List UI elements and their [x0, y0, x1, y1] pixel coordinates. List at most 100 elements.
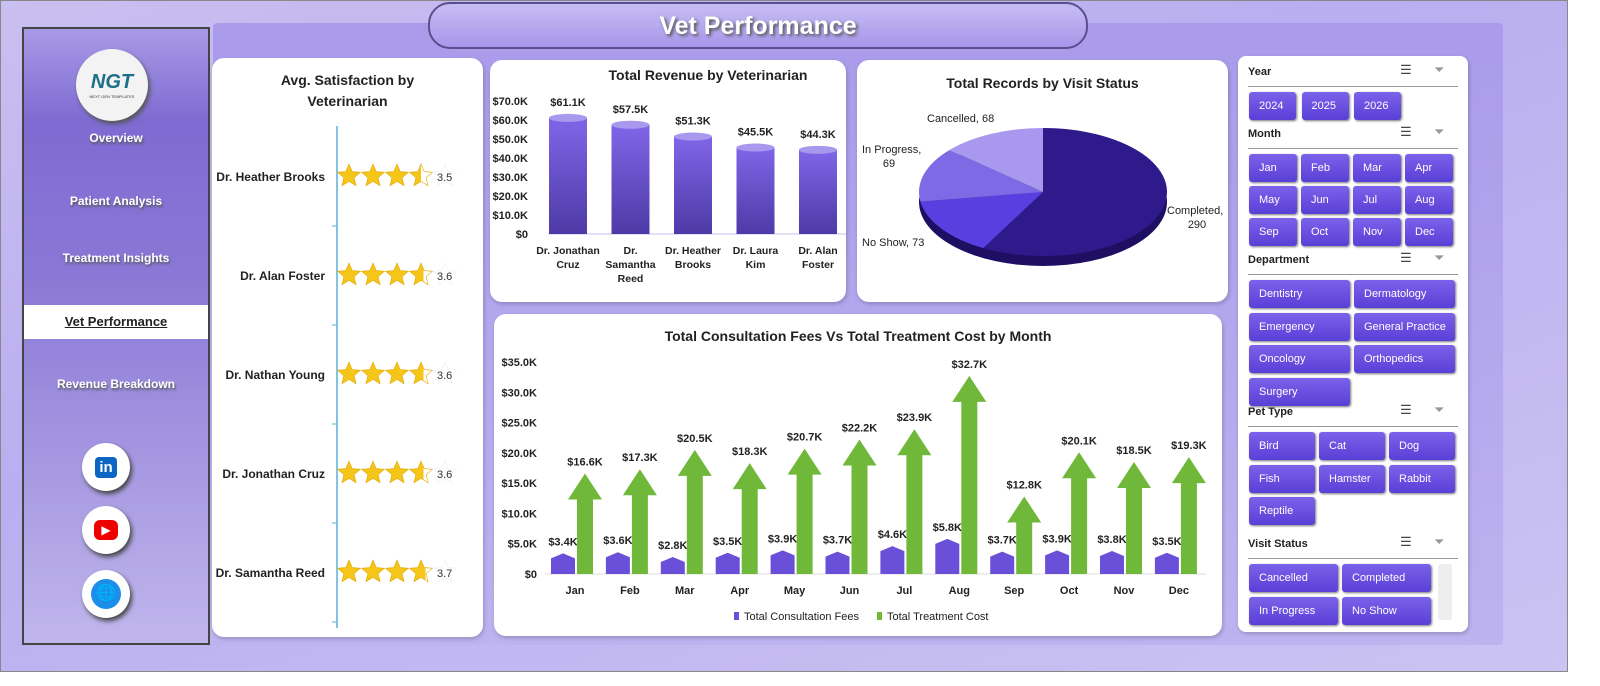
divider	[1248, 558, 1458, 559]
data-label: $18.5K	[1116, 445, 1152, 457]
y-tick-label: $20.0K	[502, 448, 538, 460]
multi-select-icon[interactable]: ☰	[1400, 250, 1412, 265]
y-tick-label: $60.0K	[493, 115, 529, 127]
consultation-fee-arrow	[770, 550, 795, 574]
month-option-feb[interactable]: Feb	[1301, 154, 1349, 182]
rating-value: 3.6	[437, 370, 452, 382]
rating-value: 3.6	[437, 469, 452, 481]
department-option-surgery[interactable]: Surgery	[1249, 377, 1350, 406]
data-label: $3.6K	[603, 535, 632, 547]
x-tick-label: Jul	[896, 585, 912, 597]
nav-treatment-insights[interactable]: Treatment Insights	[62, 251, 170, 265]
y-tick-label: $70.0K	[493, 96, 529, 108]
year-option-2024[interactable]: 2024	[1249, 92, 1296, 120]
website-button[interactable]: 🌐	[82, 570, 130, 618]
x-tick-label: Dr. Jonathan	[536, 245, 600, 257]
rating-star-icon	[336, 262, 362, 286]
rating-star-icon	[432, 559, 458, 583]
pie-label: 69	[883, 158, 895, 170]
treatment-cost-arrow	[1007, 496, 1042, 574]
clear-filter-icon[interactable]: ⏷	[1434, 124, 1445, 139]
clear-filter-icon[interactable]: ⏷	[1434, 534, 1445, 549]
pie-label: Completed,	[1167, 205, 1223, 217]
nav-vet-performance[interactable]: Vet Performance	[24, 305, 208, 339]
pet-type-option-dog[interactable]: Dog	[1389, 432, 1455, 460]
month-option-aug[interactable]: Aug	[1405, 186, 1453, 214]
youtube-button[interactable]: ▶	[82, 506, 130, 554]
month-option-nov[interactable]: Nov	[1353, 218, 1401, 246]
data-label: $51.3K	[675, 116, 711, 128]
revenue-bar	[674, 136, 712, 234]
month-option-jun[interactable]: Jun	[1301, 186, 1349, 214]
rating-value: 3.6	[437, 271, 452, 283]
department-option-dentistry[interactable]: Dentistry	[1249, 280, 1350, 308]
month-option-apr[interactable]: Apr	[1405, 154, 1453, 182]
visit-status-option-completed[interactable]: Completed	[1342, 564, 1431, 592]
rating-star-icon	[408, 460, 434, 484]
treatment-cost-arrow	[787, 448, 822, 574]
consultation-fee-arrow	[715, 552, 740, 574]
month-option-sep[interactable]: Sep	[1249, 218, 1297, 246]
treatment-cost-arrow	[622, 469, 657, 574]
clear-filter-icon[interactable]: ⏷	[1434, 402, 1445, 417]
data-label: $32.7K	[952, 359, 988, 371]
logo: NGT NEXT GEN TEMPLATES	[76, 49, 148, 121]
multi-select-icon[interactable]: ☰	[1400, 534, 1412, 549]
month-option-dec[interactable]: Dec	[1405, 218, 1453, 246]
x-tick-label: Apr	[730, 585, 750, 597]
visit-status-option-cancelled[interactable]: Cancelled	[1249, 564, 1338, 592]
pie-slice-in-progress	[919, 149, 1043, 202]
month-option-jul[interactable]: Jul	[1353, 186, 1401, 214]
multi-select-icon[interactable]: ☰	[1400, 62, 1412, 77]
sidebar: NGT NEXT GEN TEMPLATES Overview Patient A…	[22, 27, 210, 645]
department-slicer-title: Department	[1248, 254, 1310, 266]
x-tick-label: Brooks	[675, 259, 711, 271]
rating-star-icon	[384, 559, 410, 583]
visit-status-option-no-show[interactable]: No Show	[1342, 596, 1431, 625]
pie-slice-no-show	[920, 192, 1043, 249]
month-option-mar[interactable]: Mar	[1353, 154, 1401, 182]
y-tick-label: $0	[516, 229, 528, 241]
year-option-2025[interactable]: 2025	[1301, 92, 1349, 120]
x-tick-label: Foster	[802, 259, 834, 271]
pet-type-option-bird[interactable]: Bird	[1249, 432, 1315, 460]
clear-filter-icon[interactable]: ⏷	[1434, 62, 1445, 77]
month-option-may[interactable]: May	[1249, 186, 1297, 214]
slicer-scrollbar[interactable]	[1438, 564, 1452, 620]
nav-overview[interactable]: Overview	[89, 131, 143, 145]
divider	[1248, 86, 1458, 87]
clear-filter-icon[interactable]: ⏷	[1434, 250, 1445, 265]
pet-type-option-rabbit[interactable]: Rabbit	[1389, 464, 1455, 493]
year-slicer-title: Year	[1248, 66, 1272, 78]
consultation-fee-arrow	[551, 553, 575, 574]
y-tick-label: $30.0K	[493, 172, 529, 184]
consultation-fee-arrow	[1154, 552, 1179, 574]
rating-star-icon	[432, 163, 458, 187]
multi-select-icon[interactable]: ☰	[1400, 402, 1412, 417]
department-option-orthopedics[interactable]: Orthopedics	[1354, 345, 1455, 373]
month-option-jan[interactable]: Jan	[1249, 154, 1297, 182]
department-option-oncology[interactable]: Oncology	[1249, 345, 1350, 373]
x-tick-label: Aug	[949, 585, 970, 597]
department-option-emergency[interactable]: Emergency	[1249, 312, 1350, 341]
data-label: $2.8K	[658, 540, 687, 552]
data-label: $12.8K	[1006, 479, 1042, 491]
legend-label: Total Treatment Cost	[887, 611, 989, 623]
pet-type-option-hamster[interactable]: Hamster	[1319, 464, 1385, 493]
linkedin-button[interactable]: in	[82, 443, 130, 491]
rating-star-icon	[336, 163, 362, 187]
data-label: $22.2K	[842, 423, 878, 435]
pet-type-option-cat[interactable]: Cat	[1319, 432, 1385, 460]
pet-type-option-reptile[interactable]: Reptile	[1249, 497, 1315, 525]
data-label: $20.1K	[1061, 435, 1097, 447]
department-option-dermatology[interactable]: Dermatology	[1354, 280, 1455, 308]
multi-select-icon[interactable]: ☰	[1400, 124, 1412, 139]
pet-type-option-fish[interactable]: Fish	[1249, 464, 1315, 493]
month-option-oct[interactable]: Oct	[1301, 218, 1349, 246]
visit-status-option-in-progress[interactable]: In Progress	[1249, 596, 1338, 625]
year-option-2026[interactable]: 2026	[1354, 92, 1401, 120]
y-tick-label: $50.0K	[493, 134, 529, 146]
department-option-general-practice[interactable]: General Practice	[1354, 312, 1455, 341]
nav-revenue-breakdown[interactable]: Revenue Breakdown	[56, 377, 176, 391]
nav-patient-analysis[interactable]: Patient Analysis	[69, 194, 163, 208]
